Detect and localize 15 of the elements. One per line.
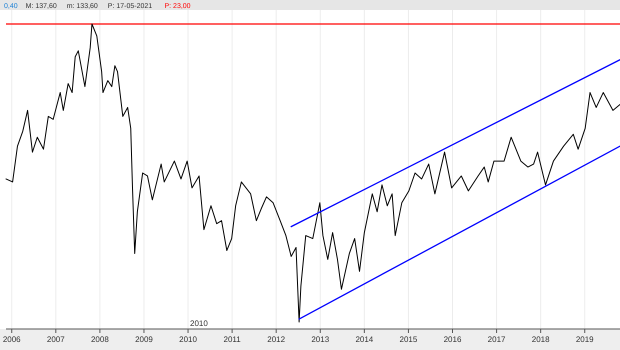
annotation: 2010 <box>190 319 208 328</box>
x-tick-label: 2012 <box>267 335 286 344</box>
x-tick-label: 2019 <box>576 335 594 344</box>
x-tick-label: 2010 <box>179 335 198 344</box>
x-tick-label: 2017 <box>488 335 506 344</box>
x-tick-label: 2011 <box>224 335 242 344</box>
x-tick-label: 2008 <box>90 335 110 344</box>
x-tick-label: 2007 <box>46 335 66 344</box>
x-tick-label: 2016 <box>444 335 462 344</box>
x-tick-label: 2009 <box>135 335 154 344</box>
x-tick-label: 2015 <box>400 335 418 344</box>
x-tick-label: 2014 <box>355 335 374 344</box>
x-tick-label: 2018 <box>532 335 550 344</box>
x-tick-label: 2006 <box>2 335 22 344</box>
x-tick-label: 2013 <box>311 335 330 344</box>
